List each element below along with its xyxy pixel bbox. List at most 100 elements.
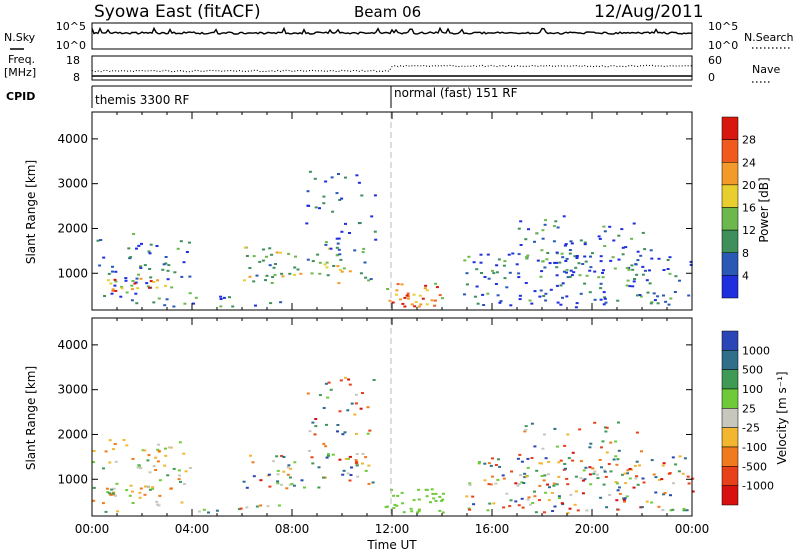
velocity-echo-cell: [489, 464, 493, 467]
power-echo-cell: [503, 277, 507, 280]
velocity-echo-cell: [599, 496, 603, 499]
power-echo-cell: [641, 231, 645, 234]
power-echo-cell: [505, 286, 509, 289]
velocity-echo-cell: [163, 464, 167, 467]
velocity-colorbar-segment: [721, 330, 739, 351]
velocity-echo-cell: [553, 427, 557, 430]
power-echo-cell: [139, 277, 143, 280]
power-echo-cell: [627, 268, 631, 271]
velocity-echo-cell: [583, 478, 587, 481]
power-echo-cell: [689, 260, 693, 263]
power-echo-cell: [565, 268, 569, 271]
power-echo-cell: [367, 279, 371, 282]
velocity-echo-cell: [645, 500, 649, 503]
velocity-echo-cell: [252, 475, 256, 478]
power-echo-cell: [583, 282, 587, 285]
power-echo-cell: [318, 272, 322, 275]
power-echo-cell: [585, 274, 589, 277]
nave-trace: [91, 64, 693, 73]
velocity-colorbar-segment: [721, 466, 739, 486]
velocity-echo-cell: [331, 453, 335, 456]
power-echo-cell: [524, 238, 528, 241]
velocity-colorbar-tick: 100: [742, 383, 763, 396]
velocity-echo-cell: [280, 455, 284, 457]
power-echo-cell: [668, 272, 672, 275]
power-echo-cell: [339, 258, 343, 261]
power-echo-cell: [164, 256, 168, 258]
velocity-echo-cell: [566, 512, 570, 515]
velocity-echo-cell: [542, 511, 546, 514]
nsky-panel: N.Sky 10^5 10^0 10^5 10^0 N.Search: [4, 20, 794, 52]
power-echo-cell: [541, 237, 545, 240]
velocity-echo-cell: [615, 482, 619, 485]
velocity-echo-cell: [139, 487, 143, 490]
power-echo-cell: [599, 298, 603, 301]
velocity-echo-cell: [650, 459, 654, 462]
velocity-echo-cell: [366, 432, 370, 435]
power-echo-cell: [318, 207, 321, 210]
power-echo-cell: [601, 271, 604, 274]
power-echo-cell: [326, 274, 330, 277]
power-echo-cell: [188, 275, 192, 278]
power-echo-cell: [630, 237, 634, 240]
power-echo-cell: [114, 289, 118, 292]
time-tick-label: 04:00: [175, 522, 210, 536]
power-echo-cell: [357, 181, 361, 184]
velocity-echo-cell: [534, 511, 538, 514]
power-echo-cell: [565, 257, 569, 260]
power-echo-cell: [324, 180, 328, 183]
power-echo-cell: [511, 252, 515, 255]
power-echo-cell: [170, 286, 174, 289]
power-echo-cell: [560, 252, 564, 255]
velocity-echo-cell: [533, 490, 536, 493]
power-echo-cell: [322, 195, 326, 198]
power-echo-cell: [541, 260, 545, 263]
velocity-echo-cell: [615, 463, 619, 466]
power-echo-cell: [146, 285, 150, 288]
power-echo-cell: [562, 270, 566, 273]
power-echo-cell: [502, 264, 506, 267]
power-echo-cell: [299, 272, 303, 275]
power-echo-cell: [539, 275, 543, 278]
power-echo-cell: [261, 259, 265, 262]
velocity-echo-cell: [188, 467, 192, 469]
velocity-echo-cell: [347, 378, 351, 381]
power-echo-cell: [336, 265, 340, 268]
velocity-echo-cell: [409, 507, 413, 510]
velocity-echo-cell: [154, 456, 158, 459]
velocity-echo-cell: [348, 383, 352, 386]
power-echo-cell: [145, 282, 149, 285]
velocity-echo-cell: [111, 492, 115, 495]
velocity-echo-cell: [343, 431, 347, 434]
power-echo-cell: [152, 301, 156, 304]
power-echo-cell: [162, 263, 166, 266]
velocity-echo-cell: [687, 482, 691, 485]
velocity-echo-cell: [523, 476, 527, 479]
power-echo-cell: [166, 269, 170, 272]
velocity-heatmap-cells: [92, 376, 695, 515]
velocity-echo-cell: [557, 495, 561, 498]
velocity-echo-cell: [603, 470, 607, 473]
velocity-echo-cell: [276, 469, 280, 472]
velocity-echo-cell: [623, 500, 626, 503]
power-echo-cell: [656, 302, 660, 305]
velocity-echo-cell: [131, 490, 134, 493]
power-echo-cell: [602, 291, 606, 294]
velocity-echo-cell: [518, 453, 522, 456]
power-echo-cell: [441, 297, 444, 300]
velocity-echo-cell: [624, 482, 628, 485]
velocity-echo-cell: [579, 460, 583, 463]
power-echo-cell: [360, 194, 364, 197]
power-ytick-label: 3000: [57, 177, 88, 191]
power-echo-cell: [630, 264, 634, 267]
power-echo-cell: [633, 278, 637, 280]
velocity-echo-cell: [311, 421, 315, 424]
power-echo-cell: [570, 242, 574, 245]
power-echo-cell: [543, 266, 547, 269]
velocity-echo-cell: [681, 472, 685, 475]
beam-title: Beam 06: [354, 3, 421, 21]
power-echo-cell: [192, 302, 195, 305]
power-echo-cell: [591, 252, 594, 255]
velocity-echo-cell: [614, 440, 618, 443]
power-echo-cell: [433, 304, 437, 307]
